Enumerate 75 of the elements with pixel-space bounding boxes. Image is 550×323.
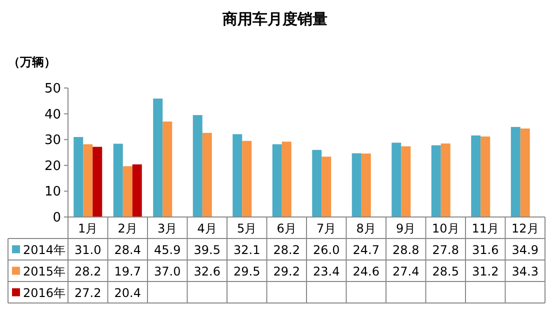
x-tick-label: 6月 bbox=[276, 221, 296, 236]
x-tick-label: 1月 bbox=[78, 221, 98, 236]
bar bbox=[352, 153, 362, 217]
bar bbox=[122, 166, 132, 217]
bar bbox=[392, 142, 402, 217]
bar bbox=[282, 142, 292, 217]
bar bbox=[192, 115, 202, 217]
legend-label: 2015年 bbox=[23, 264, 66, 278]
bar bbox=[132, 164, 142, 217]
bar bbox=[272, 144, 282, 217]
x-tick-label: 7月 bbox=[316, 221, 336, 236]
bar bbox=[153, 98, 163, 217]
data-label: 45.9 bbox=[154, 242, 181, 257]
data-label: 28.8 bbox=[392, 242, 420, 257]
x-tick-label: 9月 bbox=[396, 221, 416, 236]
data-label: 27.2 bbox=[74, 286, 102, 300]
bar bbox=[312, 150, 322, 217]
bar bbox=[401, 146, 411, 217]
data-label: 28.5 bbox=[432, 264, 459, 278]
x-tick-label: 11月 bbox=[472, 221, 500, 236]
data-label: 28.2 bbox=[273, 242, 300, 257]
data-label: 31.6 bbox=[472, 242, 499, 257]
data-label: 29.5 bbox=[234, 264, 260, 278]
bar bbox=[92, 146, 102, 217]
bar bbox=[322, 156, 332, 217]
bar bbox=[510, 126, 520, 217]
bar bbox=[202, 132, 212, 217]
data-label: 24.7 bbox=[352, 242, 380, 257]
data-label: 34.9 bbox=[512, 242, 538, 257]
chart-title: 商用车月度销量 bbox=[222, 10, 328, 28]
data-label: 19.7 bbox=[114, 264, 141, 278]
legend-label: 2016年 bbox=[23, 286, 66, 300]
bar bbox=[520, 128, 530, 217]
y-tick-label: 20 bbox=[44, 158, 61, 174]
bar bbox=[242, 140, 252, 217]
data-label: 24.6 bbox=[352, 264, 380, 278]
data-label: 34.3 bbox=[512, 264, 538, 278]
data-label: 27.8 bbox=[432, 242, 459, 257]
bar bbox=[471, 135, 481, 217]
data-label: 23.4 bbox=[313, 264, 340, 278]
data-label: 26.0 bbox=[313, 242, 340, 257]
data-label: 29.2 bbox=[273, 264, 300, 278]
y-tick-label: 30 bbox=[44, 133, 61, 148]
x-tick-label: 10月 bbox=[432, 221, 460, 236]
data-label: 28.4 bbox=[114, 242, 141, 257]
data-label: 31.0 bbox=[74, 242, 102, 257]
bar bbox=[431, 145, 441, 217]
x-tick-label: 5月 bbox=[237, 221, 257, 236]
data-label: 32.1 bbox=[234, 242, 260, 257]
x-tick-label: 2月 bbox=[118, 221, 138, 236]
bar bbox=[113, 144, 123, 217]
bar bbox=[162, 122, 172, 217]
bar bbox=[74, 137, 84, 217]
bar bbox=[83, 144, 93, 217]
data-label: 31.2 bbox=[472, 264, 499, 278]
bar bbox=[440, 143, 450, 217]
y-axis-title: （万辆） bbox=[8, 55, 56, 69]
bar bbox=[232, 134, 242, 217]
data-label: 39.5 bbox=[194, 242, 220, 257]
x-tick-label: 4月 bbox=[197, 221, 217, 236]
data-label: 32.6 bbox=[194, 264, 220, 278]
y-tick-label: 50 bbox=[44, 82, 61, 96]
data-label: 37.0 bbox=[154, 264, 181, 278]
y-tick-label: 10 bbox=[44, 184, 61, 200]
data-label: 20.4 bbox=[114, 286, 141, 300]
y-tick-label: 40 bbox=[44, 107, 61, 122]
x-tick-label: 3月 bbox=[158, 221, 178, 236]
bar bbox=[361, 154, 371, 217]
y-tick-label: 0 bbox=[52, 210, 61, 226]
bar bbox=[480, 136, 490, 217]
legend-label: 2014年 bbox=[23, 242, 66, 257]
data-label: 28.2 bbox=[74, 264, 102, 278]
data-label: 27.4 bbox=[392, 264, 420, 278]
x-tick-label: 12月 bbox=[511, 221, 539, 236]
x-tick-label: 8月 bbox=[356, 221, 376, 236]
